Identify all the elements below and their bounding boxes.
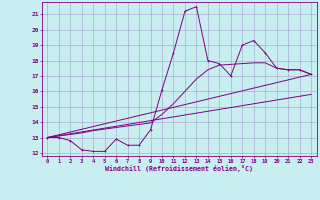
X-axis label: Windchill (Refroidissement éolien,°C): Windchill (Refroidissement éolien,°C) xyxy=(105,165,253,172)
